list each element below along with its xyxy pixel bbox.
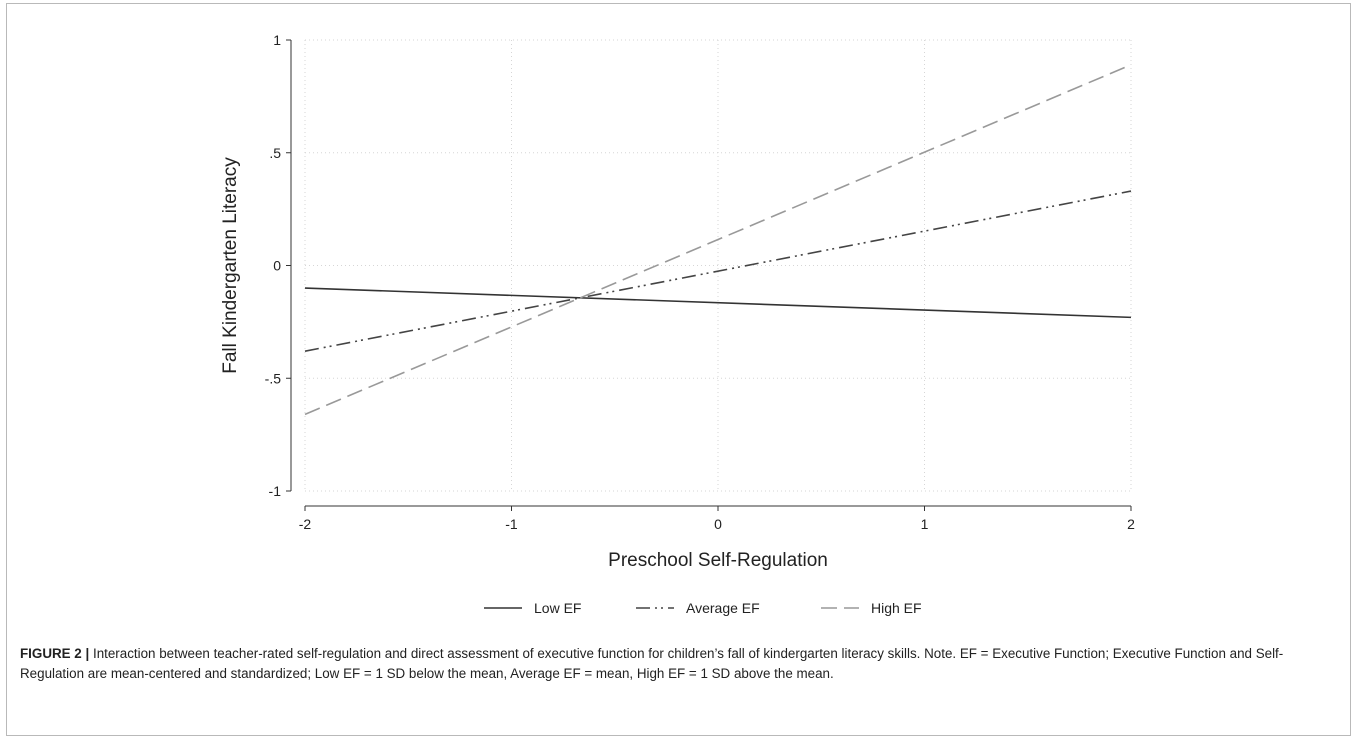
y-tick-label: 1 xyxy=(273,32,281,48)
caption-text: Interaction between teacher-rated self-r… xyxy=(20,646,1284,681)
x-tick-label: -1 xyxy=(505,516,518,532)
series-line xyxy=(304,64,1132,416)
y-tick-label: -1 xyxy=(269,483,282,499)
caption-label: FIGURE 2 | xyxy=(20,646,90,661)
line-chart: -1 -.5 0 .5 1 -2 -1 0 1 2 Preschool Self-Regulatio… xyxy=(220,32,1135,616)
y-tick-label: 0 xyxy=(273,258,281,274)
x-tick-label: -2 xyxy=(299,516,312,532)
legend-label: Average EF xyxy=(686,600,760,616)
legend-label: High EF xyxy=(871,600,922,616)
legend-label: Low EF xyxy=(534,600,581,616)
x-axis-title: Preschool Self-Regulation xyxy=(608,550,828,571)
x-tick-label: 0 xyxy=(714,516,722,532)
series-line xyxy=(304,190,1132,352)
y-tick-label: -.5 xyxy=(265,370,282,386)
x-tick-label: 2 xyxy=(1127,516,1135,532)
y-axis-title: Fall Kindergarten Literacy xyxy=(220,157,241,374)
x-tick-label: 1 xyxy=(921,516,929,532)
y-tick-label: .5 xyxy=(269,145,281,161)
figure-frame xyxy=(6,3,1351,736)
figure-caption: FIGURE 2 | Interaction between teacher-r… xyxy=(20,644,1338,684)
series-line xyxy=(304,287,1132,319)
